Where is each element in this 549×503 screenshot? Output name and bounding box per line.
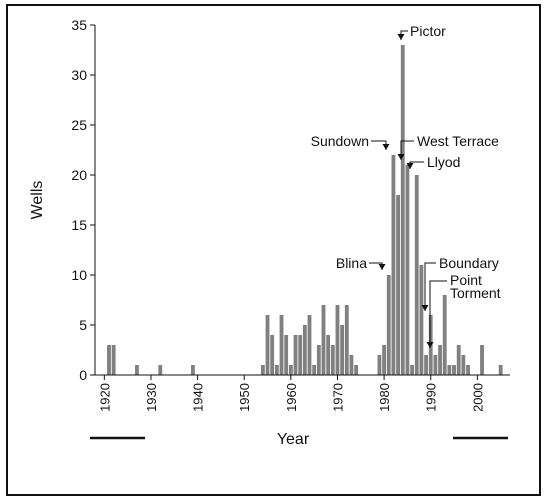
bar-1981 xyxy=(386,275,391,375)
bar-1991 xyxy=(433,355,438,375)
bar-1982 xyxy=(391,155,396,375)
bar-1960 xyxy=(288,365,293,375)
bar-1971 xyxy=(340,325,345,375)
y-tick-label: 10 xyxy=(71,267,87,283)
bar-1962 xyxy=(298,335,303,375)
bar-1996 xyxy=(456,345,461,375)
bars-layer xyxy=(107,45,503,375)
bar-1998 xyxy=(466,365,470,375)
x-tick-label: 2000 xyxy=(470,383,485,412)
annotation-leader-west-terrace xyxy=(400,140,414,160)
bar-1969 xyxy=(330,345,335,375)
bar-1956 xyxy=(270,335,275,375)
x-tick-label: 1960 xyxy=(284,383,299,412)
bar-1932 xyxy=(158,365,163,375)
bar-1980 xyxy=(382,345,387,375)
x-tick-label: 1970 xyxy=(330,383,345,412)
annotation-llyod: Llyod xyxy=(427,154,460,170)
annotation-leader-point xyxy=(429,280,447,348)
x-tick-label: 1950 xyxy=(237,383,252,412)
bar-1966 xyxy=(316,345,321,375)
bar-1979 xyxy=(377,355,382,375)
y-tick-label: 20 xyxy=(71,167,87,183)
y-ticks-layer: 0 5 10 15 20 25 30 35 xyxy=(71,17,95,383)
bar-1987 xyxy=(414,175,419,375)
bar-1989 xyxy=(424,355,428,375)
y-tick-label: 15 xyxy=(71,217,87,233)
annotation-west-terrace: West Terrace xyxy=(417,133,499,149)
bar-2001 xyxy=(480,345,484,375)
y-tick-label: 25 xyxy=(71,117,87,133)
bar-1967 xyxy=(321,305,326,375)
bar-1970 xyxy=(335,305,340,375)
bar-1992 xyxy=(438,345,442,375)
bar-1973 xyxy=(349,355,354,375)
bar-2005 xyxy=(498,365,503,375)
annotation-arrow-llyod xyxy=(406,163,414,169)
annotation-sundown: Sundown xyxy=(311,133,369,149)
annotation-arrow-sundown xyxy=(382,144,390,150)
bar-1984 xyxy=(400,45,405,375)
annotation-arrow-blina xyxy=(378,264,386,270)
bar-1921 xyxy=(107,345,111,375)
y-tick-label: 0 xyxy=(79,367,87,383)
y-tick-label: 30 xyxy=(71,67,87,83)
bar-1974 xyxy=(354,365,359,375)
x-tick-label: 1990 xyxy=(424,383,439,412)
bar-1985 xyxy=(405,165,410,375)
x-tick-label: 1930 xyxy=(144,383,159,412)
bar-1995 xyxy=(452,365,456,375)
annotation-point: Point xyxy=(450,272,482,288)
bar-1994 xyxy=(447,365,452,375)
bar-1997 xyxy=(461,355,466,375)
bar-1964 xyxy=(307,315,312,375)
bar-1959 xyxy=(284,335,289,375)
bar-1955 xyxy=(265,315,270,375)
annotation-torment: Torment xyxy=(450,285,501,301)
bar-1957 xyxy=(274,365,279,375)
bar-1961 xyxy=(293,335,298,375)
bar-1954 xyxy=(260,365,265,375)
chart-frame xyxy=(6,4,541,496)
bar-1986 xyxy=(410,365,414,375)
annotation-blina: Blina xyxy=(336,255,367,271)
annotation-pictor: Pictor xyxy=(410,23,446,39)
x-tick-label: 1920 xyxy=(97,383,112,412)
bar-1965 xyxy=(312,365,317,375)
bar-1968 xyxy=(326,335,331,375)
bar-1993 xyxy=(442,295,447,375)
bar-1958 xyxy=(279,315,284,375)
x-axis-label: Year xyxy=(277,431,310,448)
annotation-leader-boundary xyxy=(424,262,436,311)
annotations-layer: Pictor Sundown West Terrace Llyod Blina Bound… xyxy=(311,23,501,348)
bar-1988 xyxy=(419,265,424,375)
annotation-arrow-boundary xyxy=(421,305,429,311)
annotation-arrow-point xyxy=(426,342,434,348)
x-tick-label: 1940 xyxy=(191,383,206,412)
bar-1939 xyxy=(191,365,195,375)
bar-1927 xyxy=(135,365,139,375)
y-tick-label: 35 xyxy=(71,17,87,33)
bar-1972 xyxy=(344,305,349,375)
x-ticks-layer: 1920 1930 1940 1950 1960 1970 1980 1990 2000 xyxy=(97,375,485,412)
annotation-boundary: Boundary xyxy=(439,255,499,271)
bar-1922 xyxy=(111,345,116,375)
annotation-arrow-west-terrace xyxy=(397,154,405,160)
bar-1983 xyxy=(396,195,401,375)
annotation-arrow-pictor xyxy=(397,34,405,40)
y-tick-label: 5 xyxy=(79,317,87,333)
x-tick-label: 1980 xyxy=(377,383,392,412)
bar-1963 xyxy=(302,325,307,375)
y-axis-label: Wells xyxy=(29,181,46,220)
